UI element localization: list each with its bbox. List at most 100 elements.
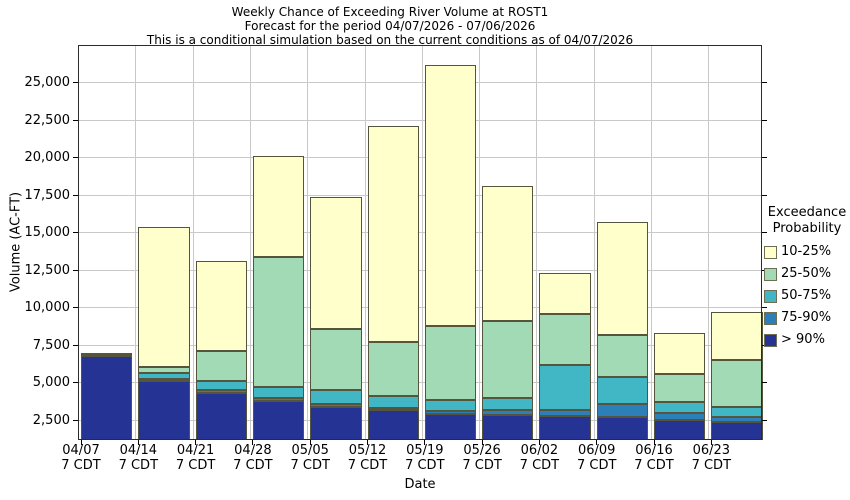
y-axis-tick-right: [762, 419, 767, 421]
grid-line-vertical: [593, 45, 595, 440]
x-axis-tick: [710, 440, 712, 445]
bar-segment-7590: [310, 403, 362, 407]
legend-item: 25-50%: [764, 267, 850, 281]
x-tick-label: 06/09 7 CDT: [566, 443, 628, 473]
bar-segment-2550: [310, 328, 362, 391]
x-tick-time-zone: 7 CDT: [233, 458, 273, 473]
grid-line-vertical: [249, 45, 251, 440]
grid-line-vertical: [708, 45, 710, 440]
bar-segment-1025: [367, 126, 419, 342]
bar-segment-7590: [367, 407, 419, 410]
grid-line-horizontal: [78, 232, 762, 234]
y-tick-label: 25,000: [24, 75, 71, 91]
bar-segment-5075: [482, 397, 534, 410]
x-tick-date: 06/02: [520, 443, 559, 458]
grid-line-horizontal: [78, 419, 762, 421]
legend-swatch: [764, 289, 777, 303]
bar-segment-2550: [711, 360, 763, 407]
x-tick-date: 04/14: [119, 443, 158, 458]
bar-segment-5075: [539, 364, 591, 410]
y-axis-tick-left: [73, 232, 78, 234]
bar-segment-2550: [424, 325, 477, 401]
y-axis-tick-left: [73, 269, 78, 271]
legend-swatch: [764, 333, 777, 347]
x-tick-time-zone: 7 CDT: [691, 458, 732, 473]
bar-segment-2550: [252, 256, 305, 388]
x-tick-label: 05/19 7 CDT: [394, 443, 456, 473]
x-tick-date: 06/16: [635, 443, 673, 458]
grid-line-vertical: [364, 45, 366, 440]
x-axis-tick: [367, 440, 368, 445]
y-axis-tick-left: [73, 419, 78, 421]
bar-segment-7590: [711, 417, 763, 422]
bar-segment-1025: [539, 273, 591, 314]
x-tick-label: 05/12 7 CDT: [337, 443, 399, 473]
legend-item: > 90%: [764, 333, 850, 347]
bar-segment-7590: [654, 412, 706, 421]
bar-segment-7590: [539, 409, 591, 416]
x-tick-time-zone: 7 CDT: [576, 458, 617, 473]
y-axis-tick-left: [73, 119, 78, 121]
grid-line-vertical: [307, 45, 309, 440]
legend-item-label: 50-75%: [781, 288, 832, 303]
legend-item-label: > 90%: [781, 332, 825, 347]
legend-swatch: [764, 267, 777, 281]
x-tick-time-zone: 7 CDT: [118, 458, 159, 473]
grid-line-vertical: [479, 45, 481, 440]
x-tick-date: 05/26: [463, 443, 501, 458]
y-axis-tick-left: [73, 157, 78, 159]
legend-item: 10-25%: [764, 245, 850, 259]
bar-segment-1025: [711, 312, 763, 361]
grid-line-horizontal: [78, 194, 762, 196]
bar-segment-2550: [596, 334, 649, 377]
bar-segment-1025: [310, 196, 362, 329]
y-tick-label: 17,500: [24, 187, 71, 203]
chart-title-line2: Forecast for the period 04/07/2026 - 07/…: [244, 19, 536, 33]
grid-line-vertical: [536, 45, 538, 440]
grid-line-horizontal: [78, 157, 762, 159]
x-tick-label: 04/07 7 CDT: [50, 443, 112, 473]
bar-segment-90: [310, 406, 362, 440]
y-axis-tick-right: [762, 382, 767, 384]
grid-line-vertical: [192, 45, 194, 440]
bar-segment-1025: [424, 64, 477, 326]
bar-segment-1025: [252, 156, 305, 257]
legend-swatch: [764, 311, 777, 325]
x-tick-label: 06/16 7 CDT: [623, 443, 685, 473]
bar-segment-7590: [138, 379, 190, 382]
bar-segment-2550: [654, 373, 706, 403]
y-axis-tick-right: [762, 307, 767, 309]
y-tick-label: 2,500: [32, 412, 70, 428]
bar-segment-5075: [596, 376, 649, 404]
y-tick-label: 5,000: [32, 375, 70, 391]
bar-segment-7590: [596, 403, 649, 418]
x-tick-time-zone: 7 CDT: [634, 458, 674, 473]
x-tick-time-zone: 7 CDT: [175, 458, 216, 473]
grid-line-horizontal: [78, 119, 762, 121]
x-axis-tick: [309, 440, 311, 445]
y-axis-tick-right: [762, 82, 767, 84]
bar-segment-90: [424, 414, 477, 440]
x-tick-label: 05/26 7 CDT: [451, 443, 513, 473]
x-tick-time-zone: 7 CDT: [290, 458, 330, 473]
x-tick-label: 06/23 7 CDT: [680, 443, 742, 473]
y-axis-tick-left: [73, 344, 78, 346]
chart-title-line3: This is a conditional simulation based o…: [146, 33, 634, 47]
x-tick-date: 06/23: [692, 443, 731, 458]
bar-segment-90: [195, 393, 247, 440]
grid-line-horizontal: [78, 382, 762, 384]
y-axis-tick-left: [73, 307, 78, 309]
y-tick-label: 20,000: [24, 150, 71, 166]
x-tick-time-zone: 7 CDT: [519, 458, 560, 473]
grid-line-vertical: [421, 45, 423, 440]
bar-segment-5075: [310, 390, 362, 404]
y-axis-tick-left: [73, 82, 78, 84]
legend-item-label: 10-25%: [781, 244, 832, 259]
legend-swatch: [764, 245, 777, 259]
x-axis-tick: [653, 440, 655, 445]
x-axis-tick: [538, 440, 540, 445]
x-tick-date: 04/21: [176, 443, 215, 458]
x-axis-tick: [481, 440, 483, 445]
y-axis-tick-left: [73, 382, 78, 384]
x-tick-label: 06/02 7 CDT: [508, 443, 570, 473]
